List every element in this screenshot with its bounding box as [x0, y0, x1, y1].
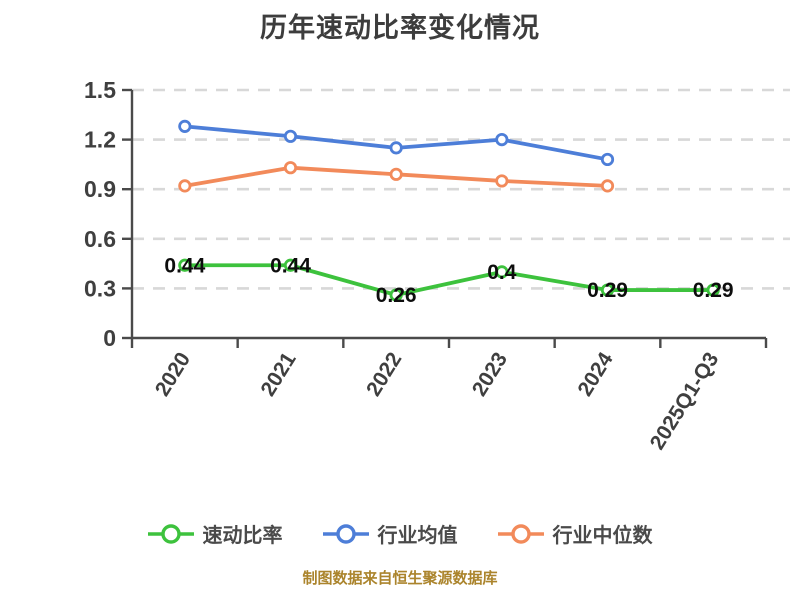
- series-point: [178, 179, 192, 193]
- chart-title: 历年速动比率变化情况: [260, 13, 540, 43]
- point-label: 0.26: [376, 284, 417, 307]
- x-tick-label: 2023: [468, 348, 512, 400]
- point-label: 0.29: [693, 279, 734, 302]
- plot-area: 0 0.3 0.6 0.9 1.2 1.5 2020 2021 2022 2023 2024 2025…: [84, 77, 790, 454]
- series-point: [389, 167, 403, 181]
- y-tick-label: 1.2: [84, 127, 116, 153]
- series-point: [495, 265, 509, 279]
- series-point: [178, 119, 192, 133]
- y-tick-label: 1.5: [84, 77, 116, 103]
- legend-item[interactable]: 速动比率: [147, 519, 283, 548]
- point-label: 0.44: [270, 254, 311, 277]
- series-line: [182, 263, 716, 297]
- footer-note: 制图数据来自恒生聚源数据库: [302, 570, 498, 587]
- series-point: [283, 161, 298, 175]
- series-point: [178, 258, 192, 272]
- x-tick-label: 2025Q1-Q3: [646, 348, 724, 453]
- y-tick-label: 0: [103, 325, 116, 351]
- series-point: [600, 283, 615, 297]
- x-tick-label: 2024: [573, 348, 617, 400]
- point-label: 0.4: [487, 261, 517, 284]
- legend-marker-icon: [497, 523, 544, 544]
- x-tick-label: 2021: [256, 348, 300, 400]
- legend-marker-icon: [322, 523, 369, 544]
- series-point: [600, 179, 615, 193]
- y-tick-label: 0.3: [84, 275, 116, 301]
- series-point: [389, 141, 403, 155]
- series-point: [600, 152, 615, 167]
- legend-item[interactable]: 行业均值: [322, 519, 458, 548]
- legend-label: 行业均值: [377, 525, 458, 547]
- series-point: [283, 129, 298, 143]
- series-point: [495, 133, 509, 147]
- legend-label: 速动比率: [202, 525, 283, 547]
- series-point: [495, 174, 509, 188]
- series-point: [389, 288, 403, 302]
- series-point: [706, 283, 720, 297]
- y-tick-label: 0.9: [84, 176, 116, 202]
- y-tick-label: 0.6: [84, 226, 116, 252]
- legend: 速动比率 行业均值 行业中位数: [0, 519, 800, 548]
- legend-label: 行业中位数: [552, 525, 653, 547]
- x-tick-label: 2020: [151, 348, 195, 400]
- point-label: 0.44: [164, 254, 205, 277]
- x-tick-label: 2022: [362, 348, 406, 400]
- series-point: [283, 258, 298, 272]
- legend-item[interactable]: 行业中位数: [497, 519, 653, 548]
- legend-marker-icon: [147, 523, 194, 544]
- point-label: 0.29: [587, 279, 628, 302]
